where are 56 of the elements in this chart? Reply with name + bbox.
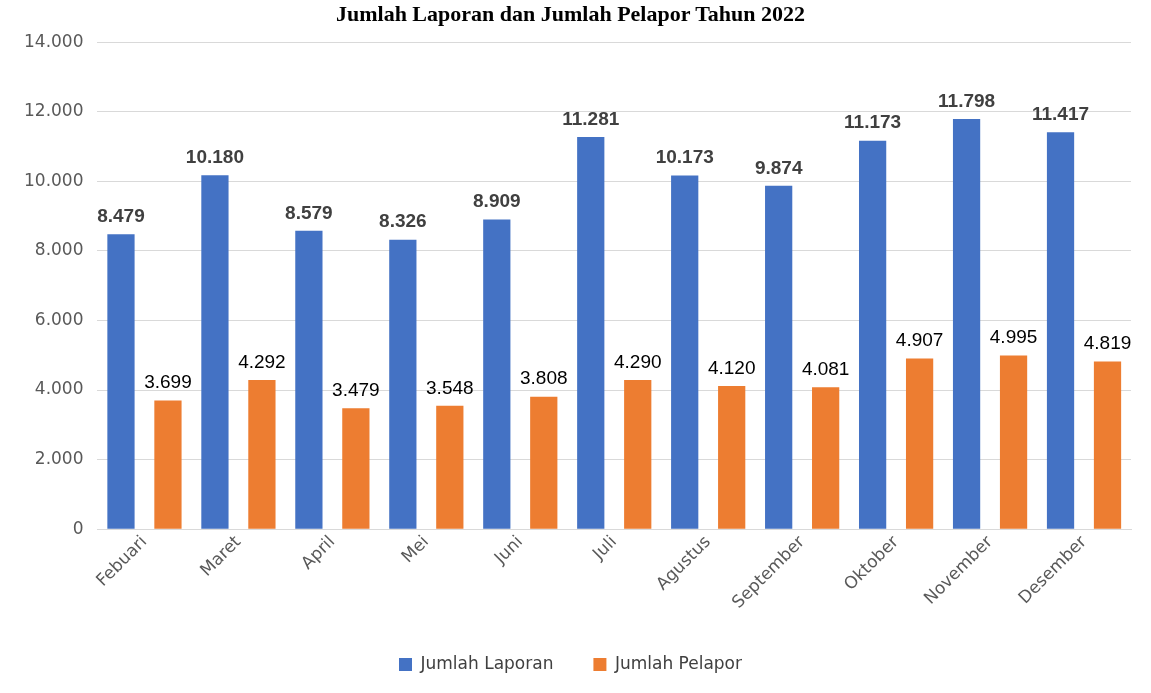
data-label: 3.548 xyxy=(426,376,474,398)
data-label: 11.281 xyxy=(562,107,620,129)
data-label: 10.173 xyxy=(655,146,714,168)
y-tick-label: 2.000 xyxy=(34,448,84,469)
data-label: 11.417 xyxy=(1031,102,1090,124)
data-label: 4.120 xyxy=(707,356,756,378)
data-label: 8.479 xyxy=(97,205,145,227)
data-label: 4.290 xyxy=(613,350,662,372)
bar xyxy=(248,379,276,529)
data-label: 4.995 xyxy=(989,326,1038,348)
y-tick-label: 6.000 xyxy=(34,308,84,329)
bar xyxy=(812,387,840,529)
y-tick-label: 12.000 xyxy=(24,100,84,121)
bar xyxy=(671,175,699,529)
data-label: 4.292 xyxy=(238,350,286,372)
bar xyxy=(1093,361,1122,529)
data-label: 8.579 xyxy=(285,201,333,223)
bar xyxy=(107,234,135,529)
data-label: 10.180 xyxy=(185,145,244,167)
bar xyxy=(765,185,793,529)
bar xyxy=(389,239,417,529)
y-tick-label: 10.000 xyxy=(24,169,84,190)
data-label: 11.173 xyxy=(844,111,902,133)
bar xyxy=(999,355,1028,529)
data-label: 8.326 xyxy=(379,210,427,232)
bar xyxy=(718,385,746,529)
legend-label: Jumlah Laporan xyxy=(419,652,554,673)
bar xyxy=(859,140,887,529)
data-label: 3.808 xyxy=(520,367,568,389)
legend-label: Jumlah Pelapor xyxy=(613,652,743,673)
data-label: 4.819 xyxy=(1083,332,1132,354)
bar xyxy=(624,379,652,529)
data-label: 8.909 xyxy=(473,190,521,212)
bar xyxy=(905,358,934,529)
bar xyxy=(295,230,323,529)
bar xyxy=(436,405,464,529)
bar xyxy=(154,400,182,529)
chart-title: Jumlah Laporan dan Jumlah Pelapor Tahun 2022 xyxy=(335,0,806,26)
x-tick-label: Mei xyxy=(397,531,433,567)
data-label: 3.479 xyxy=(332,378,380,400)
data-label: 11.798 xyxy=(938,89,996,111)
bar xyxy=(201,175,229,529)
bar xyxy=(483,219,511,529)
bar xyxy=(342,408,370,529)
data-label: 3.699 xyxy=(144,371,192,393)
y-tick-label: 14.000 xyxy=(24,30,84,51)
y-tick-label: 0 xyxy=(72,517,84,538)
data-label: 4.081 xyxy=(801,357,850,379)
bar xyxy=(952,118,981,529)
bar xyxy=(577,136,605,529)
data-label: 9.874 xyxy=(754,156,803,178)
bar xyxy=(530,396,558,529)
y-tick-label: 8.000 xyxy=(34,239,84,260)
data-label: 4.907 xyxy=(895,329,944,351)
bar xyxy=(1046,132,1075,529)
y-tick-label: 4.000 xyxy=(34,378,84,399)
